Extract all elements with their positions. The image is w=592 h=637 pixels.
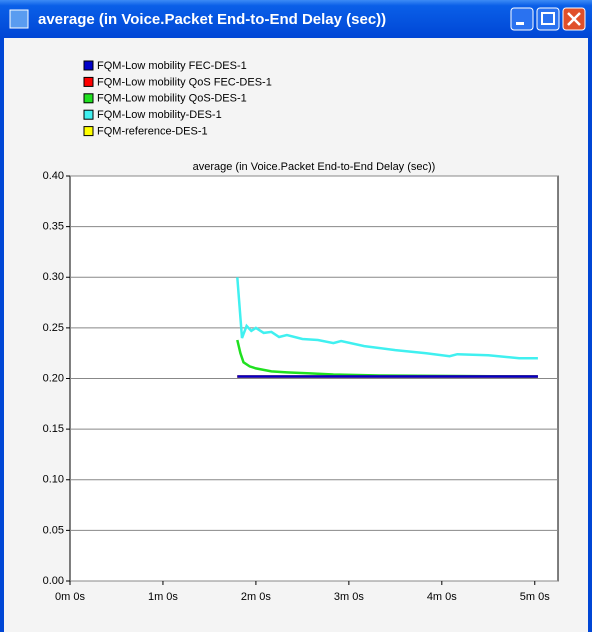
x-tick-label: 0m 0s xyxy=(55,591,85,603)
y-tick-label: 0.35 xyxy=(43,221,64,233)
x-tick-label: 1m 0s xyxy=(148,591,178,603)
legend-label: FQM-Low mobility FEC-DES-1 xyxy=(97,60,247,72)
x-tick-label: 2m 0s xyxy=(241,591,271,603)
x-tick-label: 5m 0s xyxy=(520,591,550,603)
legend-label: FQM-reference-DES-1 xyxy=(97,126,208,138)
y-tick-label: 0.05 xyxy=(43,524,64,536)
window-icon xyxy=(9,9,29,29)
y-tick-label: 0.40 xyxy=(43,170,64,182)
legend-label: FQM-Low mobility-DES-1 xyxy=(97,109,222,121)
maximize-button[interactable] xyxy=(536,7,560,31)
legend-swatch xyxy=(83,126,94,137)
series-line xyxy=(236,277,538,360)
legend-label: FQM-Low mobility QoS-DES-1 xyxy=(97,93,247,105)
x-tick-label: 3m 0s xyxy=(334,591,364,603)
y-tick-label: 0.00 xyxy=(43,575,64,587)
legend-swatch xyxy=(83,93,94,104)
x-tick-label: 4m 0s xyxy=(427,591,457,603)
y-tick-label: 0.15 xyxy=(43,423,64,435)
window-title: average (in Voice.Packet End-to-End Dela… xyxy=(38,11,386,28)
y-tick-label: 0.20 xyxy=(43,372,64,384)
legend-swatch xyxy=(83,109,94,120)
title-bar xyxy=(0,0,592,38)
minimize-button[interactable] xyxy=(510,7,534,31)
legend-swatch xyxy=(83,76,94,87)
y-tick-label: 0.10 xyxy=(43,474,64,486)
legend-label: FQM-Low mobility QoS FEC-DES-1 xyxy=(97,76,272,88)
close-button[interactable] xyxy=(562,7,586,31)
chart-title: average (in Voice.Packet End-to-End Dela… xyxy=(193,161,436,173)
legend-swatch xyxy=(83,60,94,71)
y-tick-label: 0.30 xyxy=(43,271,64,283)
y-tick-label: 0.25 xyxy=(43,322,64,334)
